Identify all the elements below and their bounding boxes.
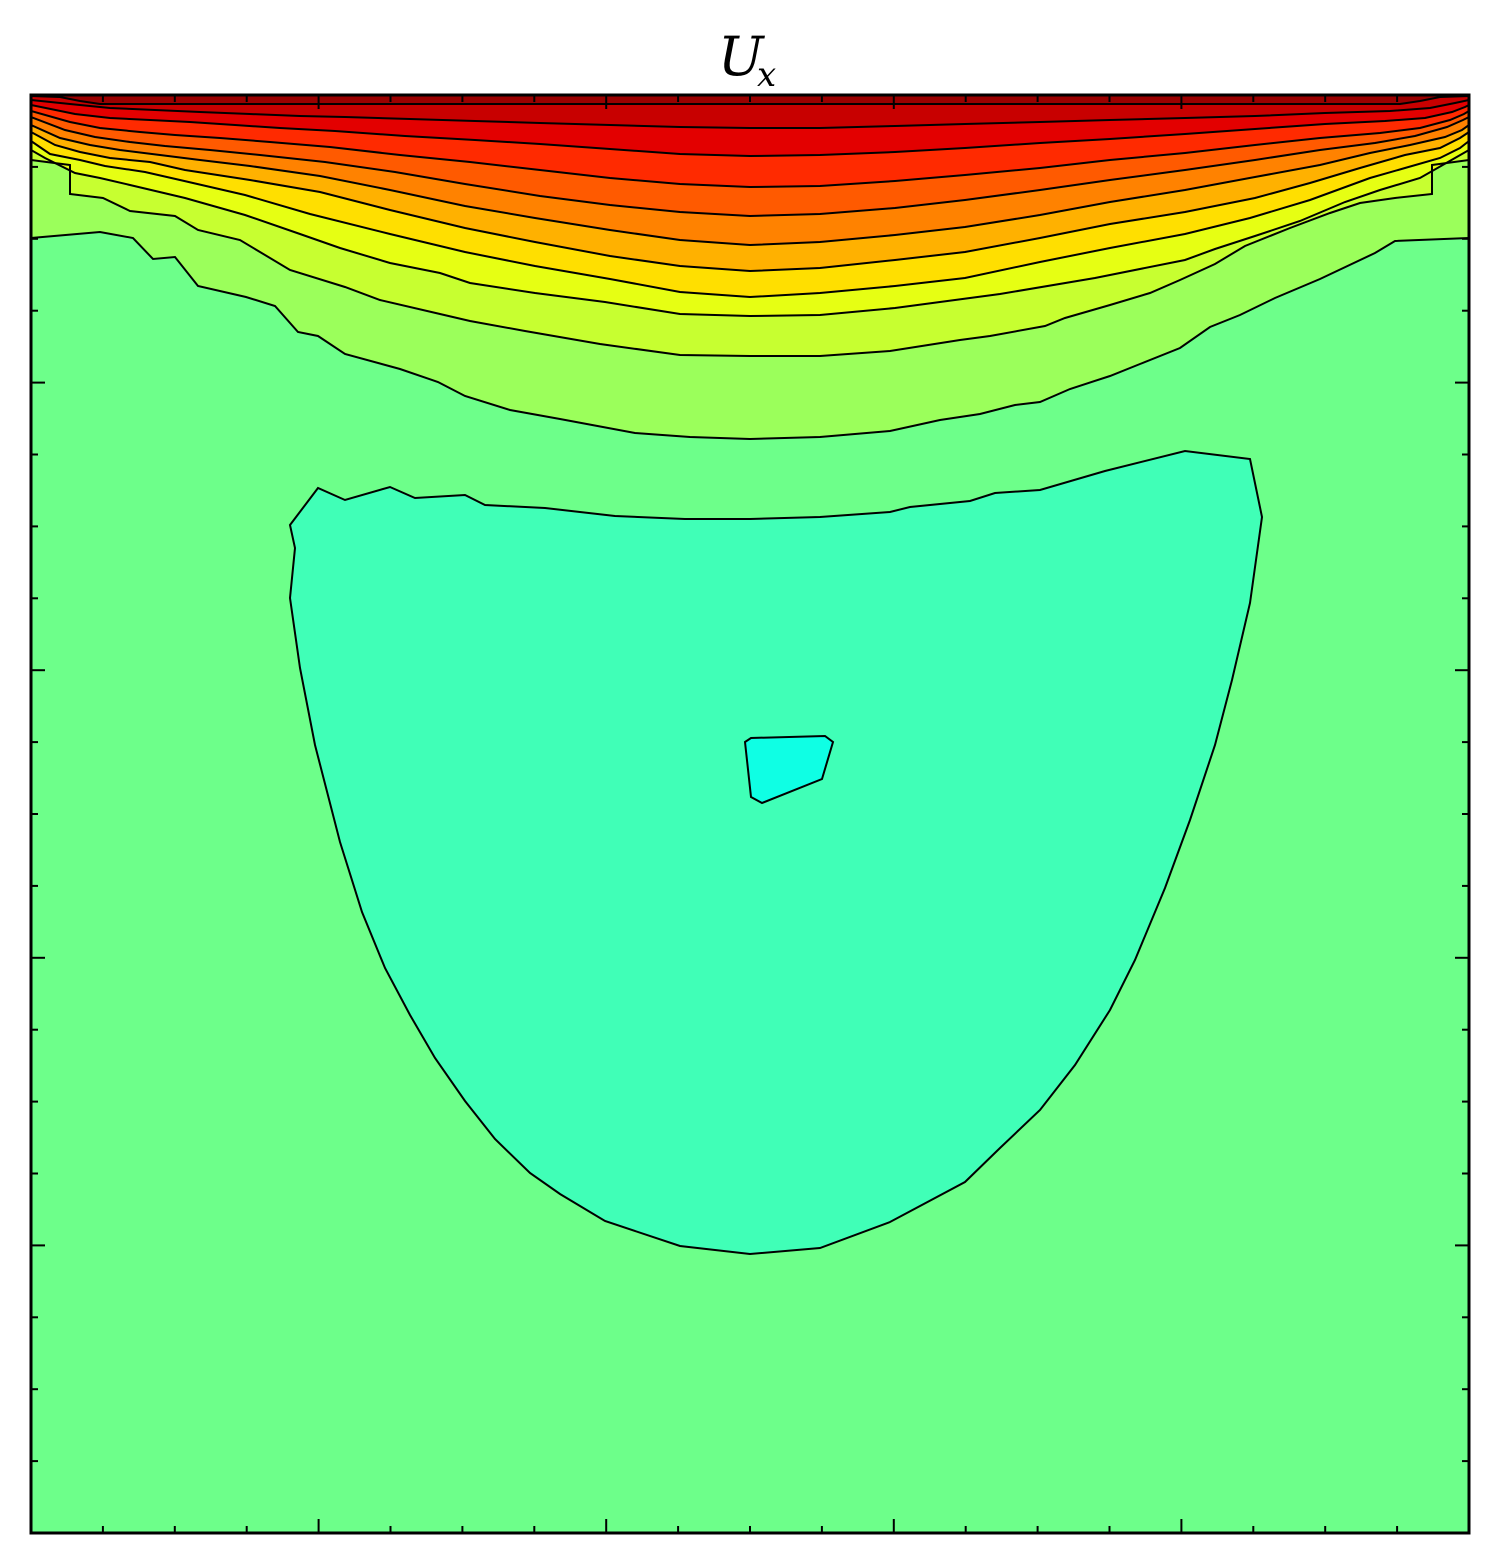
contour-line-7 (31, 131, 1469, 273)
contour-line-3 (31, 230, 1469, 441)
contour-band-1 (288, 449, 1264, 1256)
contour-band-0 (743, 734, 835, 805)
contour-line-9 (31, 116, 1469, 218)
contour-bands (31, 95, 1469, 441)
contour-line-12 (31, 99, 1469, 129)
contour-line-11 (31, 104, 1469, 158)
contour-line-10 (31, 110, 1469, 189)
contour-line-4 (31, 159, 1469, 357)
contour-line-6 (31, 140, 1469, 299)
plot-area (31, 95, 1469, 1533)
axis-ticks (31, 95, 1469, 1533)
title-main: U (718, 25, 765, 88)
contour-line-13 (31, 95, 1469, 105)
chart-title: U x (718, 25, 776, 95)
title-subscript: x (757, 55, 776, 95)
contour-line-8 (31, 124, 1469, 247)
contour-line-5 (31, 149, 1469, 318)
